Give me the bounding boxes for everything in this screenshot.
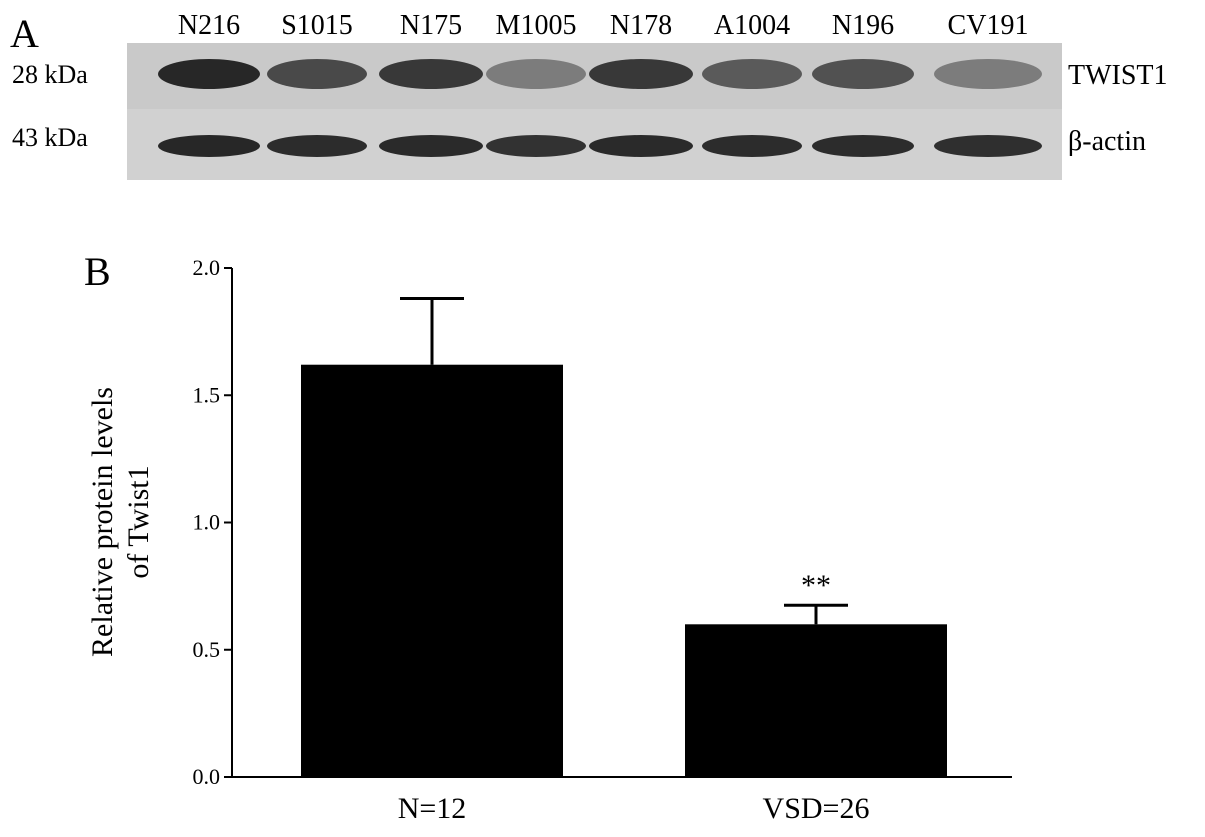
- twist1-band: [267, 59, 367, 89]
- blot-bands: [158, 59, 1042, 157]
- protein-actin-label: β-actin: [1068, 126, 1146, 157]
- actin-band: [589, 135, 693, 157]
- lane-label: A1004: [713, 10, 791, 41]
- twist1-band: [379, 59, 483, 89]
- y-tick-label: 0.5: [193, 637, 221, 662]
- lane-label: N175: [399, 10, 463, 41]
- marker-43kda: 43 kDa: [12, 123, 88, 152]
- actin-band: [702, 135, 802, 157]
- twist1-band: [158, 59, 260, 89]
- panel-a-label: A: [10, 11, 39, 56]
- chart-bars: [301, 297, 947, 777]
- twist1-band: [934, 59, 1042, 89]
- y-tick-label: 0.0: [193, 764, 221, 789]
- y-tick-label: 1.5: [193, 382, 221, 407]
- significance-marker: **: [801, 569, 831, 602]
- actin-band: [379, 135, 483, 157]
- lane-label: N178: [609, 10, 673, 41]
- twist1-band: [812, 59, 914, 89]
- chart-labels: N=12 ** VSD=26 Relative protein levels of Tw…: [86, 387, 869, 825]
- x-category-label: N=12: [398, 792, 467, 825]
- actin-band: [158, 135, 260, 157]
- marker-28kda: 28 kDa: [12, 60, 88, 89]
- western-blot-image: [127, 43, 1062, 180]
- actin-band: [267, 135, 367, 157]
- bar-1: [685, 624, 947, 777]
- actin-band: [486, 135, 586, 157]
- y-tick-label: 1.0: [193, 510, 221, 535]
- y-axis-label-line2: of Twist1: [122, 465, 155, 578]
- lane-label: N216: [177, 10, 241, 41]
- bar-0: [301, 364, 563, 777]
- x-category-label: VSD=26: [763, 792, 870, 825]
- panel-b-label: B: [84, 249, 111, 294]
- lane-label: N196: [831, 10, 895, 41]
- actin-band: [812, 135, 914, 157]
- protein-twist1-label: TWIST1: [1068, 60, 1168, 91]
- twist1-band: [589, 59, 693, 89]
- lane-label: CV191: [947, 10, 1029, 41]
- y-axis-label-line1: Relative protein levels: [86, 387, 119, 657]
- twist1-band: [702, 59, 802, 89]
- y-axis-label: Relative protein levels of Twist1: [86, 387, 155, 657]
- y-tick-label: 2.0: [193, 255, 221, 280]
- actin-band: [934, 135, 1042, 157]
- lane-label: S1015: [281, 10, 353, 41]
- twist1-band: [486, 59, 586, 89]
- lane-label: M1005: [495, 10, 577, 41]
